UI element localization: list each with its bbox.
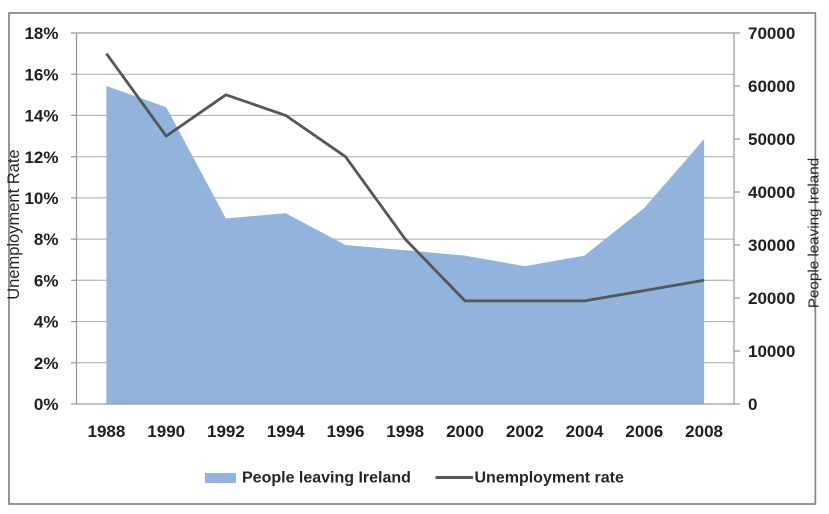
svg-text:20000: 20000 [748, 289, 795, 308]
svg-text:1990: 1990 [147, 422, 185, 441]
svg-text:1992: 1992 [207, 422, 245, 441]
svg-text:1988: 1988 [87, 422, 125, 441]
svg-text:Unemployment Rate: Unemployment Rate [5, 149, 23, 299]
svg-text:14%: 14% [24, 107, 58, 126]
svg-text:2008: 2008 [685, 422, 723, 441]
svg-text:4%: 4% [34, 313, 59, 332]
svg-text:18%: 18% [24, 24, 58, 43]
svg-text:60000: 60000 [748, 77, 795, 96]
svg-text:People leaving Ireland: People leaving Ireland [242, 470, 411, 487]
svg-text:1998: 1998 [386, 422, 424, 441]
svg-text:2%: 2% [34, 354, 59, 373]
svg-text:30000: 30000 [748, 236, 795, 255]
svg-text:Unemployment rate: Unemployment rate [475, 470, 624, 487]
svg-text:50000: 50000 [748, 130, 795, 149]
svg-text:70000: 70000 [748, 24, 795, 43]
svg-text:10%: 10% [24, 189, 58, 208]
svg-text:40000: 40000 [748, 183, 795, 202]
svg-text:12%: 12% [24, 148, 58, 167]
svg-text:0: 0 [748, 395, 757, 414]
svg-text:16%: 16% [24, 65, 58, 84]
svg-text:2006: 2006 [625, 422, 663, 441]
svg-text:1996: 1996 [327, 422, 365, 441]
svg-text:0%: 0% [34, 395, 59, 414]
svg-text:2000: 2000 [446, 422, 484, 441]
svg-text:8%: 8% [34, 230, 59, 249]
svg-text:1994: 1994 [267, 422, 305, 441]
svg-text:6%: 6% [34, 271, 59, 290]
svg-text:10000: 10000 [748, 342, 795, 361]
svg-text:2004: 2004 [566, 422, 604, 441]
svg-text:2002: 2002 [506, 422, 544, 441]
svg-text:People leaving Ireland: People leaving Ireland [806, 158, 823, 308]
